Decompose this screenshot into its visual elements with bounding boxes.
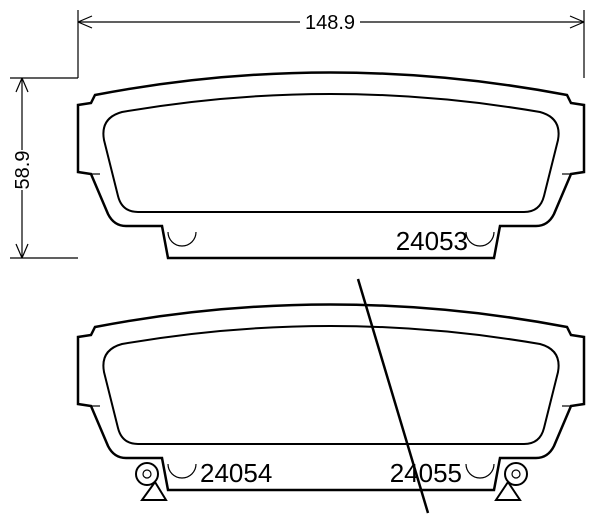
- dimension-height: 58.9: [10, 78, 78, 258]
- dimension-width: 148.9: [78, 10, 584, 78]
- brake-pad-top: 24053: [78, 73, 584, 259]
- sensor-tab-left: [136, 463, 166, 500]
- part-number-bottom-left: 24054: [200, 458, 272, 488]
- brake-pad-bottom: 24054 24055: [78, 279, 584, 513]
- dimension-height-label: 58.9: [12, 151, 34, 190]
- part-number-top: 24053: [396, 226, 468, 256]
- sensor-tab-right: [496, 463, 527, 500]
- part-number-bottom-right: 24055: [390, 458, 462, 488]
- dimension-width-label: 148.9: [305, 12, 355, 34]
- drawing-canvas: 148.9 58.9 24053: [0, 0, 600, 517]
